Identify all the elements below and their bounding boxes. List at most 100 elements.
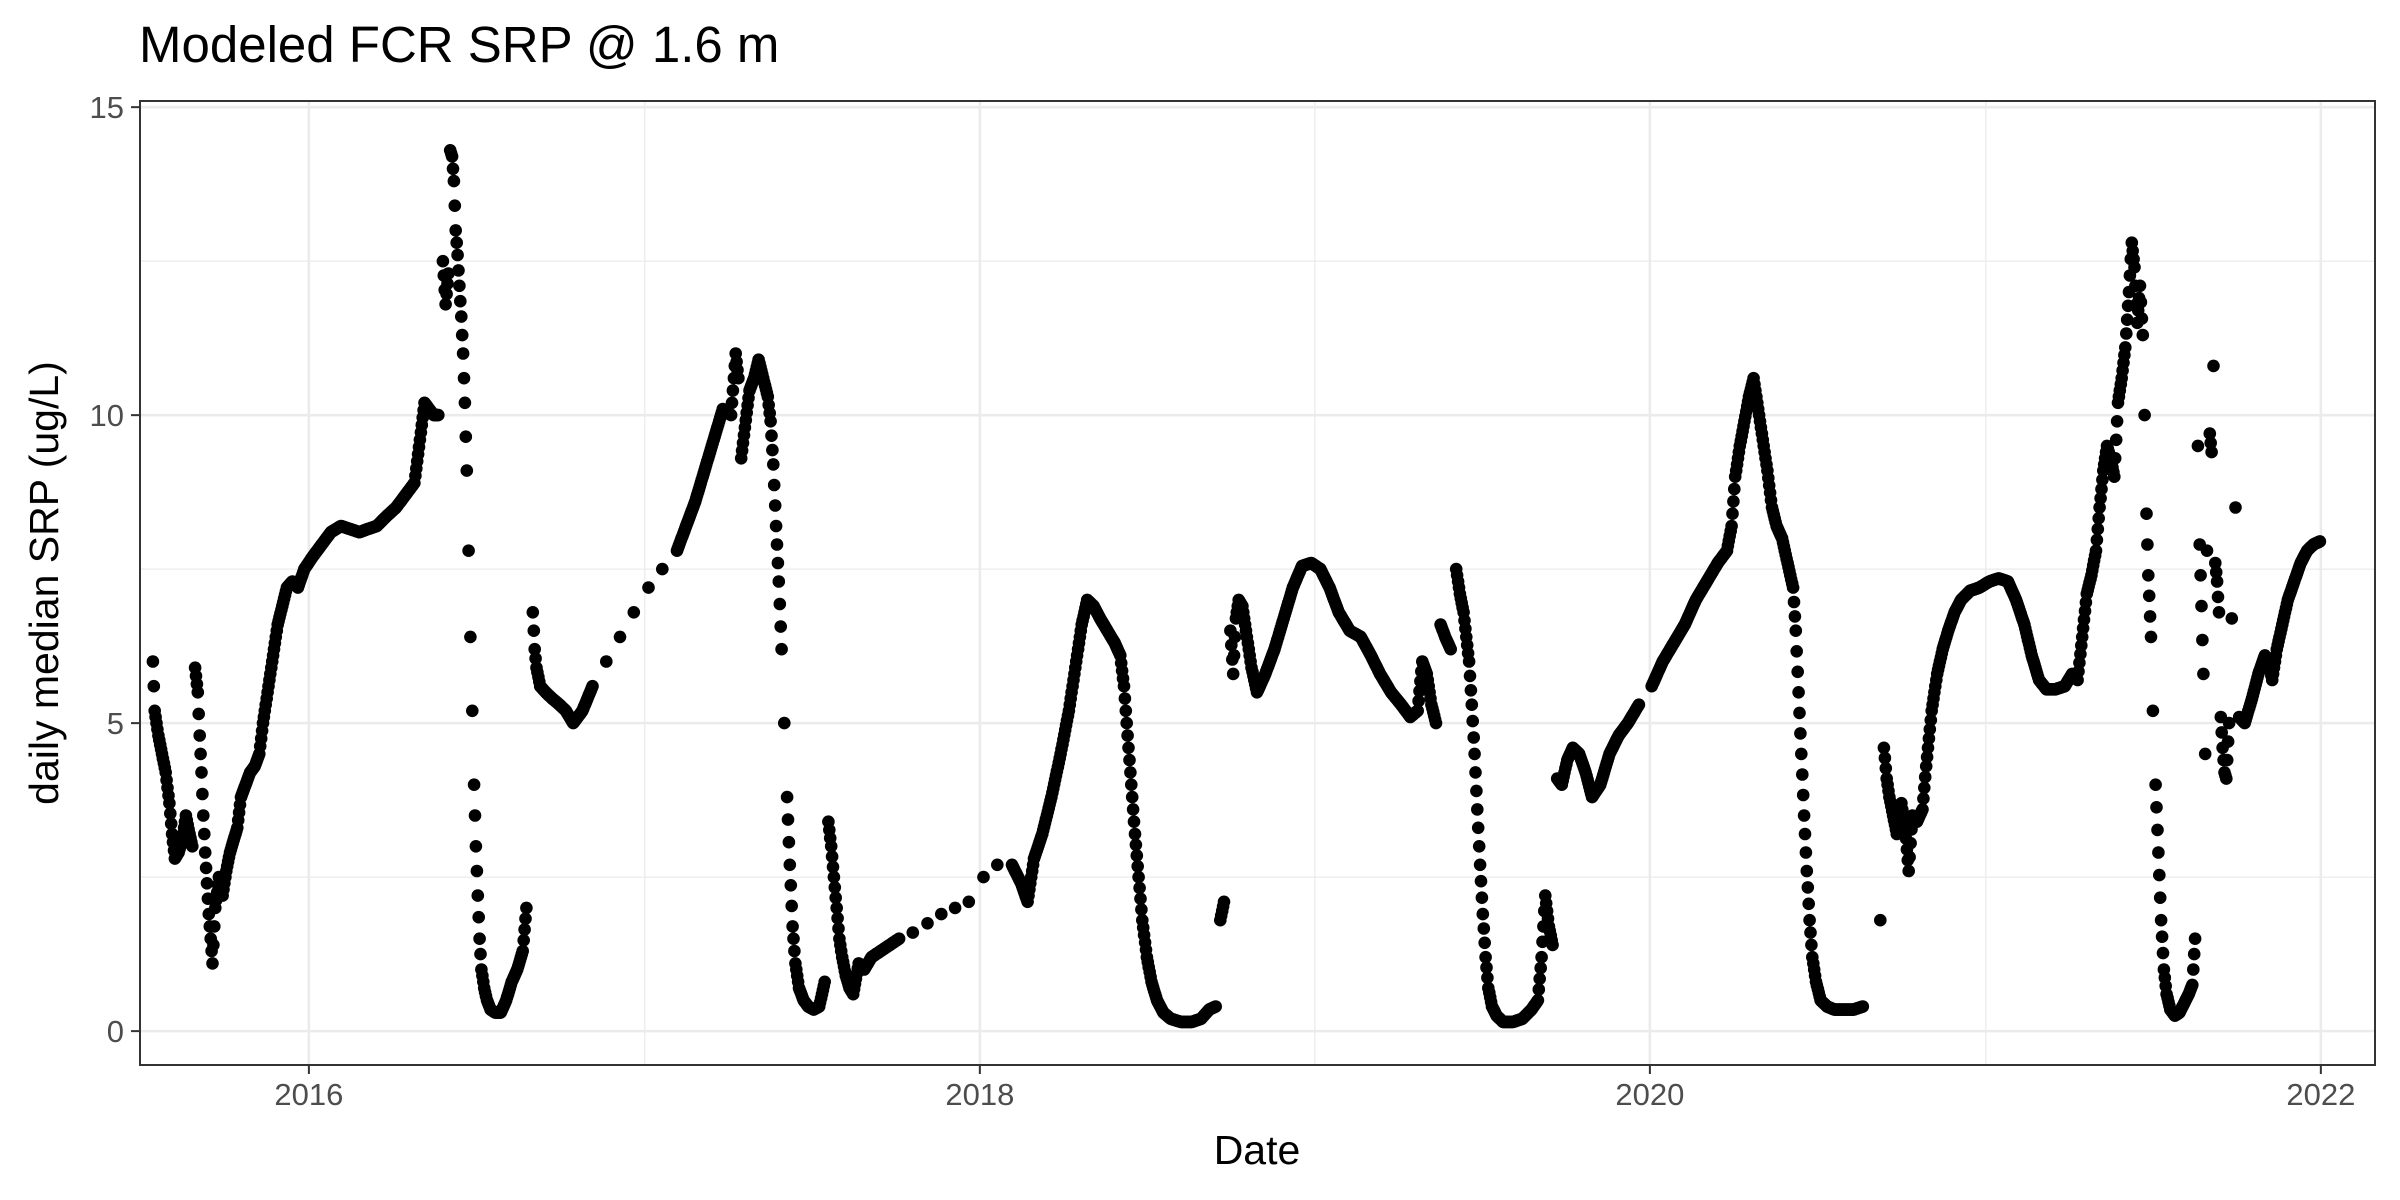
- data-point: [2203, 427, 2217, 440]
- panel-border: [139, 100, 2376, 1066]
- data-point: [460, 464, 474, 477]
- data-point: [526, 606, 540, 619]
- data-point: [198, 846, 212, 859]
- data-point: [785, 899, 798, 913]
- data-point: [455, 310, 468, 323]
- data-point: [1924, 713, 1938, 727]
- data-point: [453, 279, 466, 293]
- data-point: [2146, 704, 2160, 718]
- data-point: [527, 624, 541, 637]
- data-point: [782, 835, 796, 849]
- data-point: [2095, 482, 2108, 496]
- data-point: [2186, 978, 2199, 992]
- y-axis-title: daily median SRP (ug/L): [21, 361, 67, 805]
- data-point: [2313, 535, 2327, 548]
- data-point: [1128, 827, 1142, 841]
- data-point: [1470, 784, 1483, 798]
- data-point: [770, 538, 784, 551]
- data-point: [2153, 868, 2166, 882]
- data-point: [2089, 544, 2103, 557]
- data-point: [1804, 926, 1817, 939]
- data-point: [1124, 766, 1137, 779]
- data-point: [1474, 874, 1488, 888]
- data-point: [786, 920, 799, 933]
- data-point: [517, 934, 530, 947]
- data-point: [783, 858, 797, 872]
- data-point: [450, 236, 464, 249]
- data-point: [1632, 698, 1646, 711]
- data-point: [2154, 913, 2168, 927]
- data-point: [2200, 544, 2214, 557]
- data-point: [1227, 649, 1241, 662]
- data-point: [1429, 716, 1443, 730]
- data-point: [768, 499, 782, 512]
- data-point: [1118, 692, 1132, 705]
- data-point: [146, 655, 160, 668]
- data-point: [2149, 778, 2162, 791]
- data-point: [825, 850, 839, 863]
- data-point: [1217, 895, 1231, 909]
- data-point: [2096, 473, 2109, 487]
- data-point: [1917, 792, 1930, 805]
- data-point: [449, 224, 463, 237]
- data-point: [1466, 714, 1479, 728]
- data-point: [442, 267, 455, 280]
- data-point: [2220, 753, 2234, 767]
- data-point: [2195, 599, 2208, 613]
- data-point: [1874, 913, 1887, 927]
- data-point: [1462, 655, 1476, 668]
- data-point: [1879, 762, 1893, 775]
- data-point: [1727, 495, 1740, 508]
- data-point: [2198, 747, 2212, 761]
- data-point: [2135, 312, 2149, 325]
- data-point: [2150, 801, 2163, 814]
- data-point: [467, 778, 481, 791]
- data-point: [1475, 891, 1489, 904]
- data-point: [2221, 735, 2235, 748]
- data-point: [2108, 452, 2122, 465]
- data-point: [2119, 341, 2132, 354]
- data-point: [1126, 803, 1140, 816]
- data-point: [208, 920, 221, 933]
- data-point: [1856, 1000, 1870, 1013]
- data-point: [2153, 891, 2167, 904]
- data-point: [921, 917, 934, 930]
- x-tick-label: 2022: [2286, 1077, 2355, 1112]
- data-point: [1125, 790, 1139, 804]
- data-point: [194, 747, 207, 761]
- data-point: [1479, 950, 1492, 964]
- data-point: [1467, 731, 1480, 744]
- data-point: [196, 787, 209, 801]
- data-point: [1923, 723, 1937, 736]
- data-point: [1411, 704, 1424, 718]
- y-axis: 0 5 10 15: [90, 90, 140, 1049]
- data-point: [1226, 667, 1240, 681]
- data-point: [1532, 983, 1546, 996]
- data-point: [1903, 850, 1916, 864]
- data-point: [2091, 522, 2105, 536]
- x-tick-label: 2020: [1615, 1077, 1684, 1112]
- data-point: [781, 813, 795, 826]
- data-point: [732, 371, 745, 385]
- data-point: [2090, 533, 2104, 547]
- data-point: [197, 809, 210, 822]
- data-point: [1789, 624, 1803, 637]
- data-point: [1123, 753, 1136, 767]
- data-point: [1130, 849, 1144, 862]
- data-point: [1790, 645, 1803, 658]
- plot-panel: [139, 100, 2376, 1066]
- data-point: [459, 430, 473, 444]
- data-point: [1902, 864, 1915, 878]
- data-point: [1129, 838, 1143, 852]
- data-point: [1134, 892, 1147, 905]
- data-point: [2220, 772, 2233, 785]
- data-point: [2191, 439, 2205, 453]
- data-point: [627, 606, 641, 619]
- data-point: [1117, 679, 1131, 693]
- data-point: [470, 864, 484, 878]
- data-point: [1792, 686, 1805, 699]
- data-point: [445, 150, 459, 163]
- data-point: [1477, 922, 1491, 935]
- data-point: [1918, 781, 1931, 795]
